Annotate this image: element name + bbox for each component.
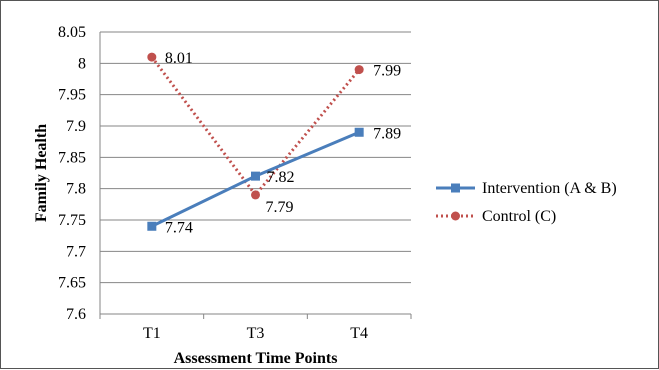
y-tick-label: 7.8: [66, 181, 86, 198]
y-tick-labels: 8.05 8 7.95 7.9 7.85 7.8 7.75 7.7 7.65 7.6: [58, 24, 86, 323]
x-tick-labels: T1 T3 T4: [143, 325, 368, 342]
series-line: [150, 56, 361, 198]
data-label: 7.89: [373, 125, 401, 142]
y-tick-label: 8: [78, 55, 86, 72]
y-tick-label: 7.95: [58, 87, 86, 104]
data-label: 8.01: [165, 50, 193, 67]
data-point: [147, 52, 157, 62]
y-tick-label: 7.9: [66, 118, 86, 135]
y-tick-label: 8.05: [58, 24, 86, 41]
data-label: 7.79: [266, 199, 294, 216]
data-point: [251, 171, 260, 181]
data-point: [251, 190, 260, 200]
x-tick-label: T3: [247, 325, 265, 342]
data-label: 7.99: [373, 63, 401, 80]
x-tick-label: T1: [143, 325, 161, 342]
y-tick-label: 7.85: [58, 149, 86, 166]
y-tick-label: 7.7: [66, 243, 86, 260]
series-group: [147, 52, 364, 231]
legend-label: Intervention (A & B): [482, 180, 617, 197]
x-tick-label: T4: [350, 325, 368, 342]
x-axis-title: Assessment Time Points: [174, 350, 338, 367]
y-tick-label: 7.75: [58, 212, 86, 229]
y-tick-label: 7.6: [66, 306, 86, 323]
data-point: [354, 65, 364, 75]
data-label: 7.82: [267, 169, 295, 186]
data-label: 7.74: [165, 219, 193, 236]
gridlines: [100, 31, 411, 284]
legend-label: Control (C): [482, 208, 556, 225]
legend-marker: [451, 211, 460, 221]
axes: [99, 32, 412, 319]
legend-marker: [451, 183, 460, 193]
y-tick-label: 7.65: [58, 275, 86, 292]
y-axis-title: Family Health: [33, 124, 50, 222]
data-point: [147, 221, 157, 231]
data-point: [354, 127, 364, 137]
data-labels: 8.01 7.79 7.99 7.74 7.82 7.89: [165, 50, 401, 236]
legend: Intervention (A & B) Control (C): [436, 180, 617, 225]
